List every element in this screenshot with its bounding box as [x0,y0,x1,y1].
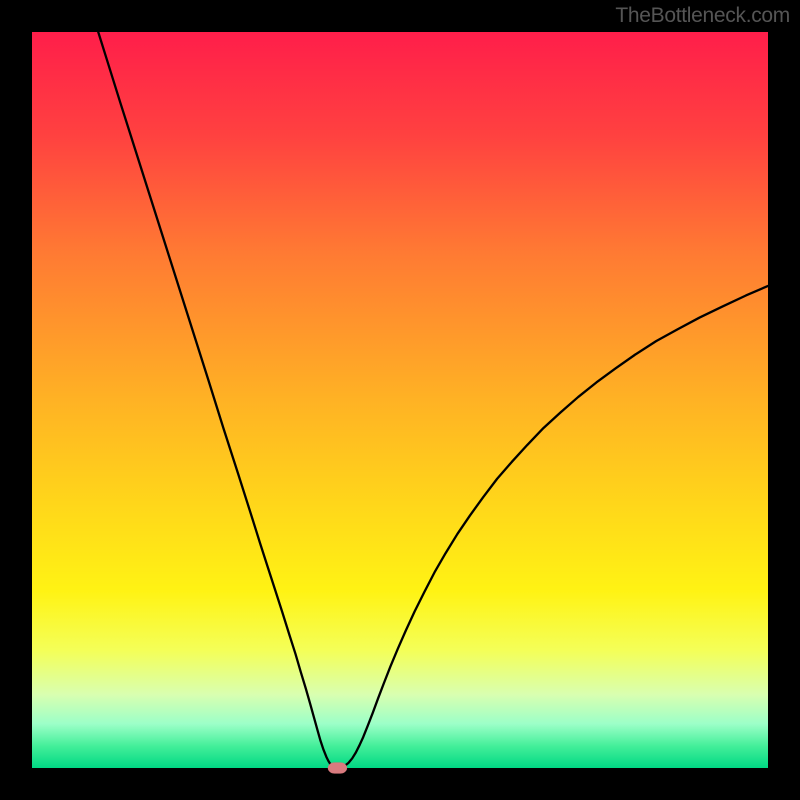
watermark-text: TheBottleneck.com [615,4,790,28]
chart-canvas: TheBottleneck.com [0,0,800,800]
plot-background [32,32,768,768]
optimum-marker [328,762,347,773]
bottleneck-chart-svg [0,0,800,800]
